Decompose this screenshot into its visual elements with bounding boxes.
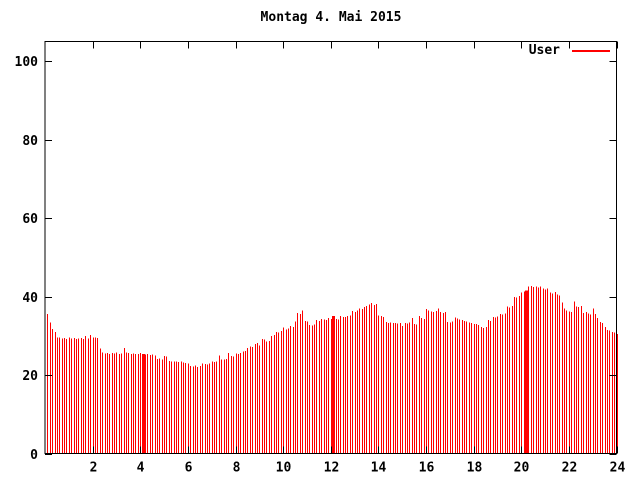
x-tick-label: 2 — [90, 461, 98, 476]
y-tick-label: 100 — [15, 55, 39, 70]
legend-line-sample — [572, 49, 610, 52]
chart-title: Montag 4. Mai 2015 — [260, 10, 402, 25]
x-tick-label: 12 — [324, 461, 340, 476]
legend: User — [529, 44, 610, 57]
axis-ticks — [45, 41, 618, 455]
x-tick-label: 4 — [137, 461, 145, 476]
x-tick-label: 16 — [419, 461, 435, 476]
y-tick-label: 20 — [22, 369, 38, 384]
x-tick-label: 6 — [185, 461, 193, 476]
x-tick-label: 10 — [276, 461, 292, 476]
x-tick-label: 20 — [514, 461, 530, 476]
plot-border — [44, 41, 617, 454]
x-tick-label: 24 — [610, 461, 626, 476]
x-tick-label: 8 — [233, 461, 241, 476]
bars-series-user — [47, 285, 618, 454]
x-tick-label: 14 — [371, 461, 387, 476]
x-tick-label: 22 — [562, 461, 578, 476]
x-tick-label: 18 — [467, 461, 483, 476]
y-tick-label: 40 — [22, 291, 38, 306]
legend-label: User — [528, 43, 560, 58]
y-tick-label: 80 — [22, 134, 38, 149]
y-tick-label: 60 — [22, 212, 38, 227]
y-tick-label: 0 — [30, 448, 38, 463]
